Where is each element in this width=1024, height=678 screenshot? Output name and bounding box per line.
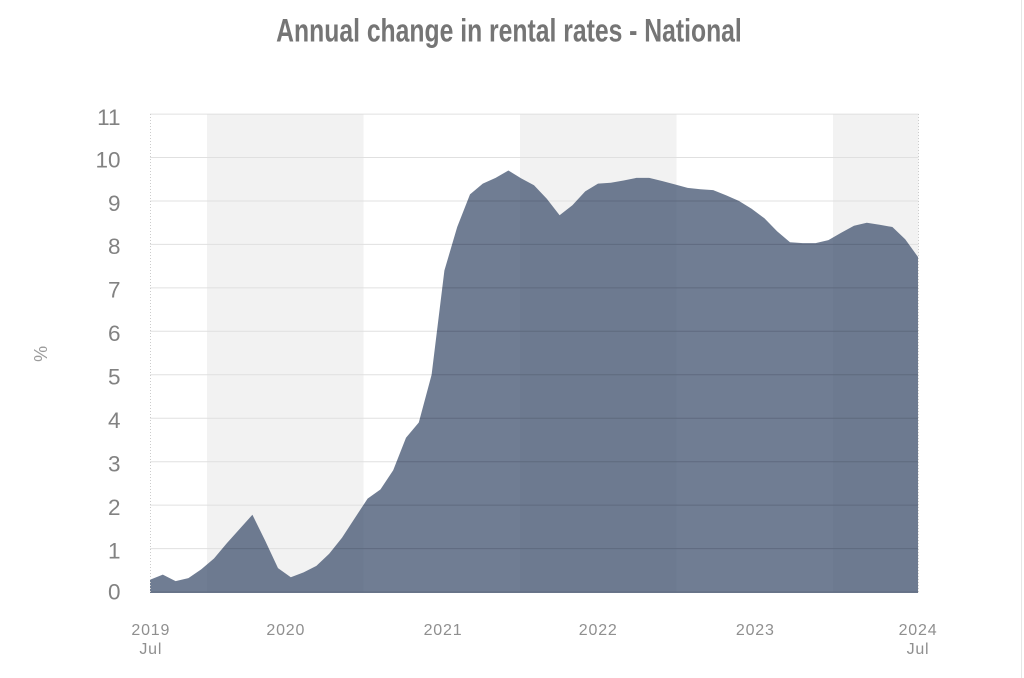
svg-text:6: 6 [108,321,121,346]
svg-text:7: 7 [108,278,121,303]
svg-text:Annual change in rental rates: Annual change in rental rates - National [276,14,742,50]
svg-text:Jul: Jul [907,641,930,658]
svg-text:1: 1 [108,538,121,563]
svg-text:Jul: Jul [139,641,162,658]
svg-text:9: 9 [108,191,121,216]
svg-text:2024: 2024 [899,622,938,639]
svg-text:2020: 2020 [266,622,305,639]
svg-text:11: 11 [97,105,120,130]
svg-text:2021: 2021 [424,622,463,639]
svg-text:0: 0 [108,579,121,604]
svg-text:8: 8 [108,234,121,259]
svg-text:2: 2 [108,495,121,520]
svg-text:2023: 2023 [736,622,775,639]
svg-text:4: 4 [108,408,121,433]
svg-text:10: 10 [95,147,120,172]
svg-text:5: 5 [108,365,121,390]
svg-text:2022: 2022 [579,622,618,639]
svg-text:2019: 2019 [131,622,170,639]
svg-text:3: 3 [108,452,121,477]
svg-text:%: % [30,346,50,362]
